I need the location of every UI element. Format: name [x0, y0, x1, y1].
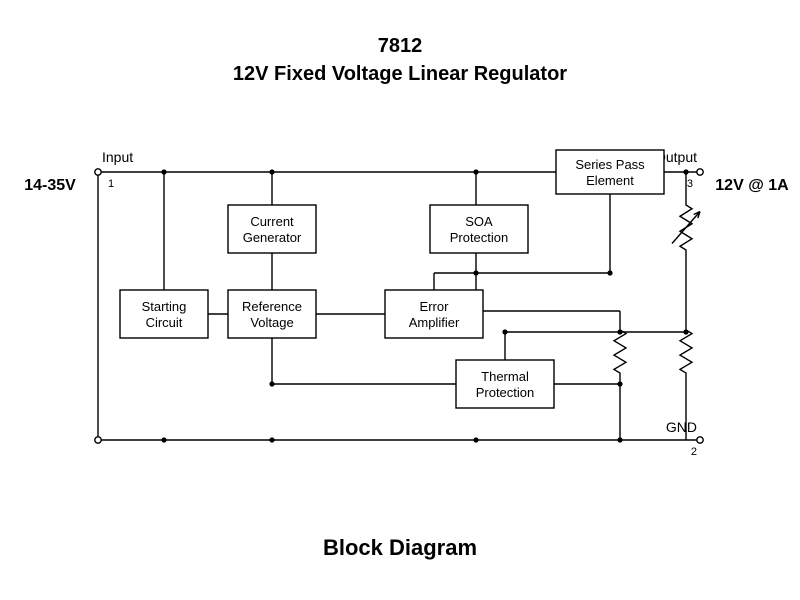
- junction-dot: [269, 381, 274, 386]
- terminal-circle: [95, 169, 101, 175]
- block-error-line1: Error: [420, 299, 450, 314]
- input-label: Input: [102, 149, 133, 165]
- block-soa: [430, 205, 528, 253]
- block-reference: [228, 290, 316, 338]
- block-reference-line1: Reference: [242, 299, 302, 314]
- diagram-footer: Block Diagram: [323, 535, 477, 560]
- block-current-line1: Current: [250, 214, 294, 229]
- block-thermal: [456, 360, 554, 408]
- junction-dot: [683, 169, 688, 174]
- block-starting-line1: Starting: [142, 299, 187, 314]
- block-seriespass-line1: Series Pass: [575, 157, 645, 172]
- block-seriespass-line2: Element: [586, 173, 634, 188]
- junction-dot: [617, 381, 622, 386]
- resistors-group: [614, 200, 700, 378]
- block-thermal-line1: Thermal: [481, 369, 529, 384]
- part-number: 7812: [378, 35, 423, 57]
- junction-dot: [269, 169, 274, 174]
- block-error: [385, 290, 483, 338]
- block-soa-line2: Protection: [450, 230, 509, 245]
- input-spec: 14-35V: [24, 177, 76, 194]
- junction-dot: [161, 437, 166, 442]
- junction-dot: [502, 329, 507, 334]
- diagram-title: 12V Fixed Voltage Linear Regulator: [233, 63, 567, 85]
- junction-dot: [607, 270, 612, 275]
- junction-dot: [269, 437, 274, 442]
- junction-dot: [617, 329, 622, 334]
- block-starting-line2: Circuit: [146, 315, 183, 330]
- junction-dot: [473, 169, 478, 174]
- block-starting: [120, 290, 208, 338]
- terminal-circle: [697, 169, 703, 175]
- input-pin-number: 1: [108, 178, 114, 190]
- junction-dot: [161, 169, 166, 174]
- block-thermal-line2: Protection: [476, 385, 535, 400]
- junction-dot: [473, 437, 478, 442]
- junction-dot: [473, 270, 478, 275]
- gnd-label: GND: [666, 419, 697, 435]
- block-current-line2: Generator: [243, 230, 302, 245]
- block-error-line2: Amplifier: [409, 315, 460, 330]
- block-soa-line1: SOA: [465, 214, 493, 229]
- terminal-circle: [697, 437, 703, 443]
- gnd-pin-number: 2: [691, 446, 697, 458]
- block-reference-line2: Voltage: [250, 315, 293, 330]
- junction-dot: [617, 437, 622, 442]
- variable-arrow-line: [672, 212, 700, 244]
- output-spec: 12V @ 1A: [715, 177, 789, 194]
- terminal-circle: [95, 437, 101, 443]
- junction-dot: [683, 329, 688, 334]
- blocks-group: StartingCircuit ReferenceVoltage CurrentGe…: [120, 150, 664, 408]
- output-pin-number: 3: [687, 178, 693, 190]
- block-current: [228, 205, 316, 253]
- block-diagram: 7812 12V Fixed Voltage Linear Regulator …: [0, 0, 800, 600]
